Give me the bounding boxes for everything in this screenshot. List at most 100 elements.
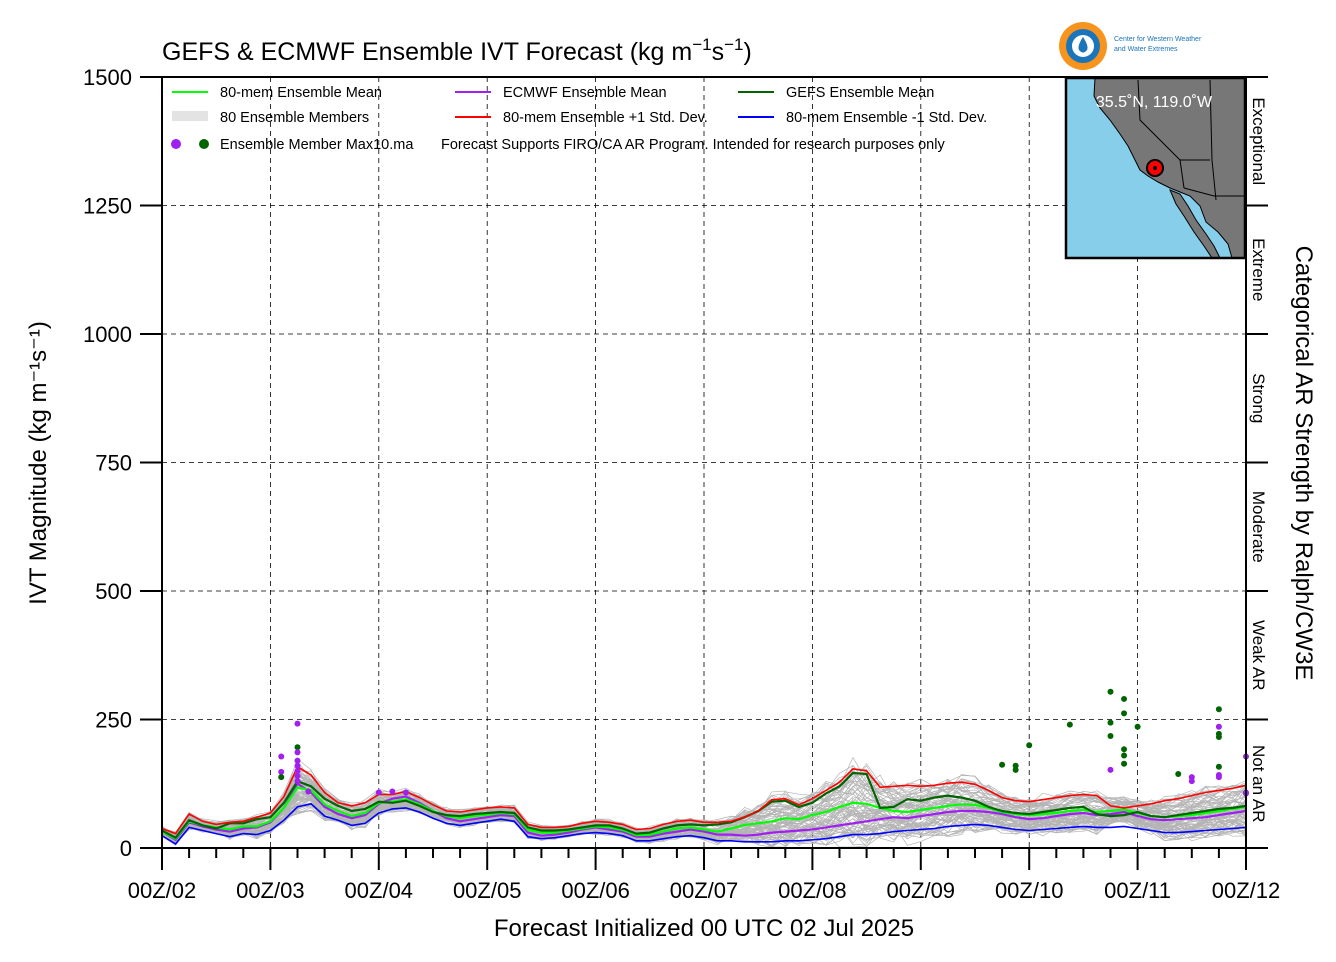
member-max-dot xyxy=(375,789,382,796)
legend-label-gefs: GEFS Ensemble Mean xyxy=(786,85,934,101)
right-axis-label: Categorical AR Strength by Ralph/CW3E xyxy=(1290,246,1317,681)
member-max-dot xyxy=(1215,723,1222,730)
x-tick-label: 00Z/05 xyxy=(453,878,522,903)
category-label: Moderate xyxy=(1249,491,1268,563)
member-max-dot xyxy=(1107,719,1114,726)
series-lines xyxy=(161,765,1247,845)
y-tick-label: 250 xyxy=(95,708,132,733)
inset-borders xyxy=(1137,79,1245,201)
member-max-dot xyxy=(1066,721,1073,728)
chart-title-main: GEFS & ECMWF Ensemble IVT Forecast (kg m xyxy=(162,38,692,66)
legend-note: Forecast Supports FIRO/CA AR Program. In… xyxy=(441,137,945,153)
member-max-dot xyxy=(294,749,301,756)
series-line-plus xyxy=(161,765,1247,835)
chart-title-end: ) xyxy=(743,38,751,66)
ensemble-member-line xyxy=(161,803,1247,847)
member-max-dot xyxy=(1012,762,1019,769)
member-max-dot xyxy=(999,761,1006,768)
inset-location-center xyxy=(1153,166,1157,170)
member-max-dot xyxy=(1107,688,1114,695)
series-line-minus xyxy=(161,802,1247,845)
series-line-mean80 xyxy=(161,786,1247,841)
legend: 80-mem Ensemble Mean ECMWF Ensemble Mean G… xyxy=(171,85,987,153)
chart-title-sup2: −1 xyxy=(724,35,743,54)
member-max-dot xyxy=(1215,706,1222,713)
member-max-dot xyxy=(1121,695,1128,702)
series-line-ecmwf xyxy=(161,782,1247,842)
y-tick-label: 1500 xyxy=(83,65,132,90)
inset-frame xyxy=(1064,76,1247,260)
member-max-dot xyxy=(294,762,301,769)
member-max-dot xyxy=(305,788,312,795)
logo-text-line1: Center for Western Weather xyxy=(1114,36,1202,43)
chart-title-sup1: −1 xyxy=(692,35,711,54)
legend-label-dots: Ensemble Member Max10.ma xyxy=(220,137,414,153)
category-label: Not an AR xyxy=(1249,745,1268,823)
logo-text-line2: and Water Extremes xyxy=(1114,46,1178,53)
member-max-dot xyxy=(402,789,409,796)
inset-map: 35.5˚N, 119.0˚W xyxy=(1064,76,1247,260)
member-max-dot xyxy=(278,753,285,760)
ensemble-member-line xyxy=(161,768,1247,835)
member-max-dot xyxy=(1215,774,1222,781)
legend-label-minus: 80-mem Ensemble -1 Std. Dev. xyxy=(786,110,987,126)
y-tick-label: 1250 xyxy=(83,194,132,219)
member-max-dot xyxy=(294,778,301,785)
member-max-dot xyxy=(389,788,396,795)
x-tick-label: 00Z/12 xyxy=(1212,878,1281,903)
x-tick-label: 00Z/10 xyxy=(995,878,1064,903)
member-max-dot xyxy=(1107,766,1114,773)
member-max-dot xyxy=(294,773,301,780)
category-label: Weak AR xyxy=(1249,620,1268,691)
member-max-dot xyxy=(1121,760,1128,767)
x-tick-label: 00Z/07 xyxy=(670,878,739,903)
member-max-dot xyxy=(294,744,301,751)
series-line-gefs xyxy=(161,771,1247,840)
inset-location-label: 35.5˚N, 119.0˚W xyxy=(1096,94,1213,111)
chart-title: GEFS & ECMWF Ensemble IVT Forecast (kg m… xyxy=(162,35,752,66)
chart-title-mid: s xyxy=(712,38,725,66)
member-max-dot xyxy=(278,768,285,775)
x-tick-label: 00Z/06 xyxy=(561,878,630,903)
member-max-dot xyxy=(294,767,301,774)
legend-label-plus: 80-mem Ensemble +1 Std. Dev. xyxy=(503,110,708,126)
category-label: Strong xyxy=(1249,373,1268,423)
member-max-dot xyxy=(1121,752,1128,759)
y-tick-label: 750 xyxy=(95,451,132,476)
member-max-dot xyxy=(1012,766,1019,773)
ensemble-member-line xyxy=(161,804,1247,843)
y-tick-label: 0 xyxy=(120,836,132,861)
member-max-dot xyxy=(1215,763,1222,770)
member-max-dot xyxy=(1107,732,1114,739)
y-axis-label: IVT Magnitude (kg m⁻¹s⁻¹) xyxy=(25,321,52,605)
x-axis-label: Forecast Initialized 00 UTC 02 Jul 2025 xyxy=(494,915,914,942)
member-max-dot xyxy=(1121,746,1128,753)
legend-label-ecmwf: ECMWF Ensemble Mean xyxy=(503,85,667,101)
member-max-dot xyxy=(1188,778,1195,785)
y-tick-label: 500 xyxy=(95,579,132,604)
member-max-dot xyxy=(278,774,285,781)
x-tick-label: 00Z/02 xyxy=(128,878,197,903)
member-max-dots xyxy=(278,688,1249,797)
member-max-dot xyxy=(294,720,301,727)
inset-land xyxy=(1093,77,1246,259)
member-max-dot xyxy=(1121,710,1128,717)
category-label: Extreme xyxy=(1249,238,1268,301)
x-tick-label: 00Z/11 xyxy=(1104,878,1171,903)
member-max-dot xyxy=(1026,742,1033,749)
legend-dot-gefs xyxy=(199,139,209,149)
y-tick-label: 1000 xyxy=(83,322,132,347)
member-max-dot xyxy=(1188,774,1195,781)
x-tick-label: 00Z/04 xyxy=(345,878,414,903)
category-label: Exceptional xyxy=(1249,97,1268,185)
axes: 0 250 500 750 1000 1250 1500 00Z/02 00Z/03 00Z/04… xyxy=(83,65,1280,903)
member-max-dot xyxy=(1215,733,1222,740)
member-max-dot xyxy=(1134,723,1141,730)
legend-dot-ecmwf xyxy=(171,139,181,149)
x-tick-label: 00Z/09 xyxy=(887,878,956,903)
x-tick-label: 00Z/08 xyxy=(778,878,847,903)
member-max-dot xyxy=(294,757,301,764)
legend-label-mean80: 80-mem Ensemble Mean xyxy=(220,85,382,101)
member-max-dot xyxy=(1175,770,1182,777)
